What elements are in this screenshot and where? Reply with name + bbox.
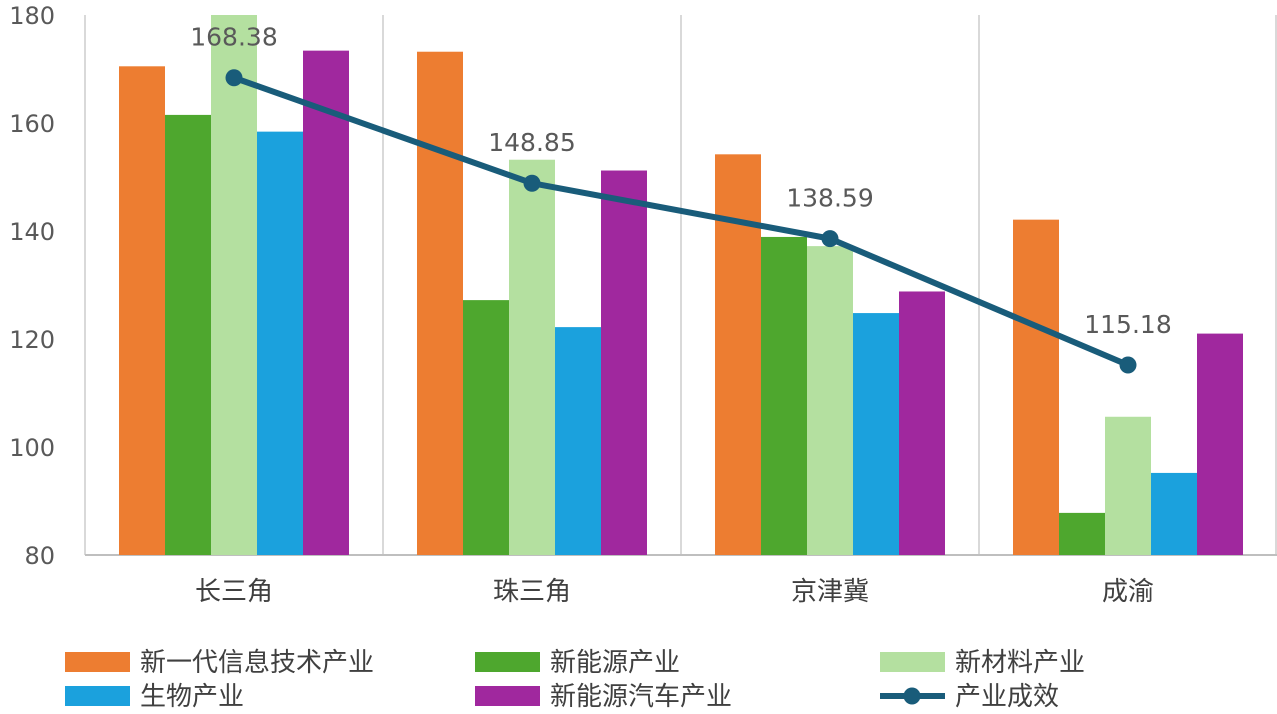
legend-swatch — [65, 652, 130, 672]
legend-item: 产业成效 — [880, 682, 1059, 712]
line-series — [225, 69, 1137, 374]
bar — [1013, 219, 1059, 555]
bar — [257, 131, 303, 555]
legend-item: 新能源产业 — [475, 648, 680, 678]
legend-swatch — [475, 652, 540, 672]
y-tick-label: 160 — [9, 110, 55, 138]
legend-label: 产业成效 — [955, 682, 1059, 712]
line-point — [1119, 356, 1137, 374]
bar — [807, 246, 853, 555]
legend-swatch — [880, 652, 945, 672]
bar — [761, 236, 807, 555]
bar — [463, 300, 509, 555]
data-label: 168.38 — [190, 23, 277, 52]
y-tick-label: 80 — [24, 542, 55, 570]
bar — [715, 154, 761, 555]
bar — [509, 159, 555, 555]
legend-label: 新一代信息技术产业 — [140, 648, 374, 678]
line-point — [225, 69, 243, 87]
bar — [417, 51, 463, 555]
data-label: 138.59 — [786, 184, 873, 213]
legend-swatch — [65, 686, 130, 706]
bar — [303, 50, 349, 555]
bar — [899, 291, 945, 555]
y-tick-label: 180 — [9, 2, 55, 30]
legend-label: 生物产业 — [140, 682, 244, 712]
legend-label: 新能源汽车产业 — [550, 682, 732, 712]
bar — [165, 114, 211, 556]
x-category-label: 成渝 — [1102, 577, 1154, 607]
x-category-label: 珠三角 — [493, 577, 571, 607]
legend-marker — [903, 687, 921, 705]
line-point — [523, 174, 541, 192]
legend-item: 新材料产业 — [880, 648, 1085, 678]
y-tick-label: 120 — [9, 326, 55, 354]
data-labels: 168.38 148.85 138.59 115.18 — [190, 23, 1171, 339]
series-line — [232, 74, 1130, 368]
x-category-label: 长三角 — [195, 577, 273, 607]
data-label: 148.85 — [488, 128, 575, 157]
line-point — [821, 230, 839, 248]
legend-item: 生物产业 — [65, 682, 244, 712]
bar — [853, 313, 899, 555]
legend-swatch — [475, 686, 540, 706]
y-tick-label: 140 — [9, 218, 55, 246]
data-label: 115.18 — [1084, 310, 1171, 339]
y-tick-label: 100 — [9, 434, 55, 462]
legend-label: 新材料产业 — [955, 648, 1085, 678]
bar — [211, 15, 257, 555]
legend-item: 新一代信息技术产业 — [65, 648, 374, 678]
bar — [1105, 416, 1151, 555]
bar — [1059, 512, 1105, 555]
bar — [601, 170, 647, 555]
x-axis: 长三角 珠三角 京津冀 成渝 — [195, 577, 1154, 607]
bar — [555, 327, 601, 555]
bar-series — [119, 15, 1243, 556]
y-axis: 80 100 120 140 160 180 — [9, 2, 55, 570]
legend-label: 新能源产业 — [550, 648, 680, 678]
bar — [1151, 472, 1197, 555]
legend-item: 新能源汽车产业 — [475, 682, 732, 712]
x-category-label: 京津冀 — [791, 577, 869, 607]
bar — [119, 66, 165, 556]
bar — [1197, 333, 1243, 555]
